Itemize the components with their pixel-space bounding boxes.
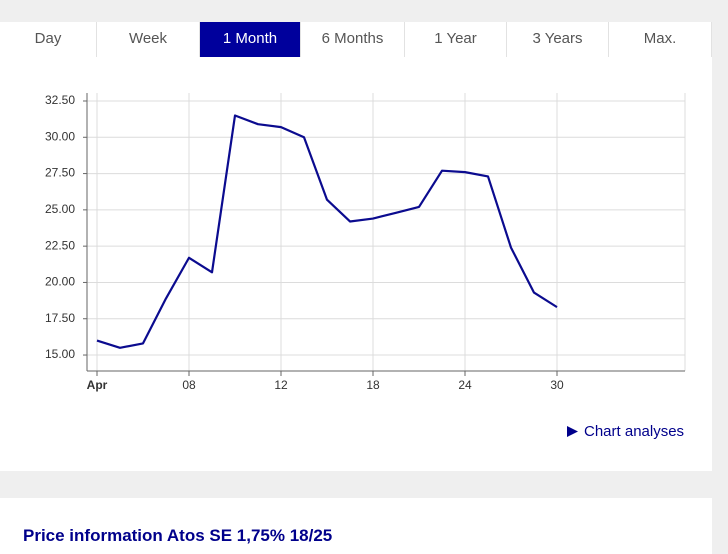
chart-analyses-link[interactable]: Chart analyses (567, 423, 684, 440)
y-tick-label: 15.00 (45, 347, 75, 361)
y-tick-label: 20.00 (45, 275, 75, 289)
tab[interactable]: Day (0, 22, 97, 57)
tab[interactable]: Week (97, 22, 200, 57)
x-tick-label: 24 (458, 378, 472, 392)
chart-panel: 15.00 17.50 20.00 22.50 25.00 27.50 30.00 32.50… (0, 57, 712, 471)
x-tick-label: 18 (366, 378, 380, 392)
y-tick-label: 25.00 (45, 202, 75, 216)
price-line (96, 114, 558, 349)
arrow-icon (567, 426, 578, 437)
tab[interactable]: Max. (609, 22, 712, 57)
link-text[interactable]: Chart analyses (584, 423, 685, 440)
tab[interactable]: 1 Year (405, 22, 507, 57)
y-tick-label: 30.00 (45, 129, 75, 143)
chart: 15.00 17.50 20.00 22.50 25.00 27.50 30.00 32.50… (45, 93, 686, 392)
y-tick-label: 17.50 (45, 311, 75, 325)
y-tick-label: 32.50 (45, 93, 75, 107)
tab[interactable]: 1 Month (200, 22, 301, 57)
y-tick-label: 22.50 (45, 238, 75, 252)
tab[interactable]: 3 Years (507, 22, 609, 57)
tab[interactable]: 6 Months (301, 22, 405, 57)
x-tick-label: Apr (87, 378, 108, 392)
y-tick-label: 27.50 (45, 166, 75, 180)
x-tick-label: 08 (182, 378, 196, 392)
x-tick-label: 30 (550, 378, 564, 392)
info-panel: Price information Atos SE 1,75% 18/25 (0, 498, 712, 554)
section-heading: Price information Atos SE 1,75% 18/25 (23, 526, 333, 545)
tab-bar: Day Week 1 Month 6 Months 1 Year 3 Years Max. (0, 22, 712, 57)
x-tick-label: 12 (274, 378, 288, 392)
